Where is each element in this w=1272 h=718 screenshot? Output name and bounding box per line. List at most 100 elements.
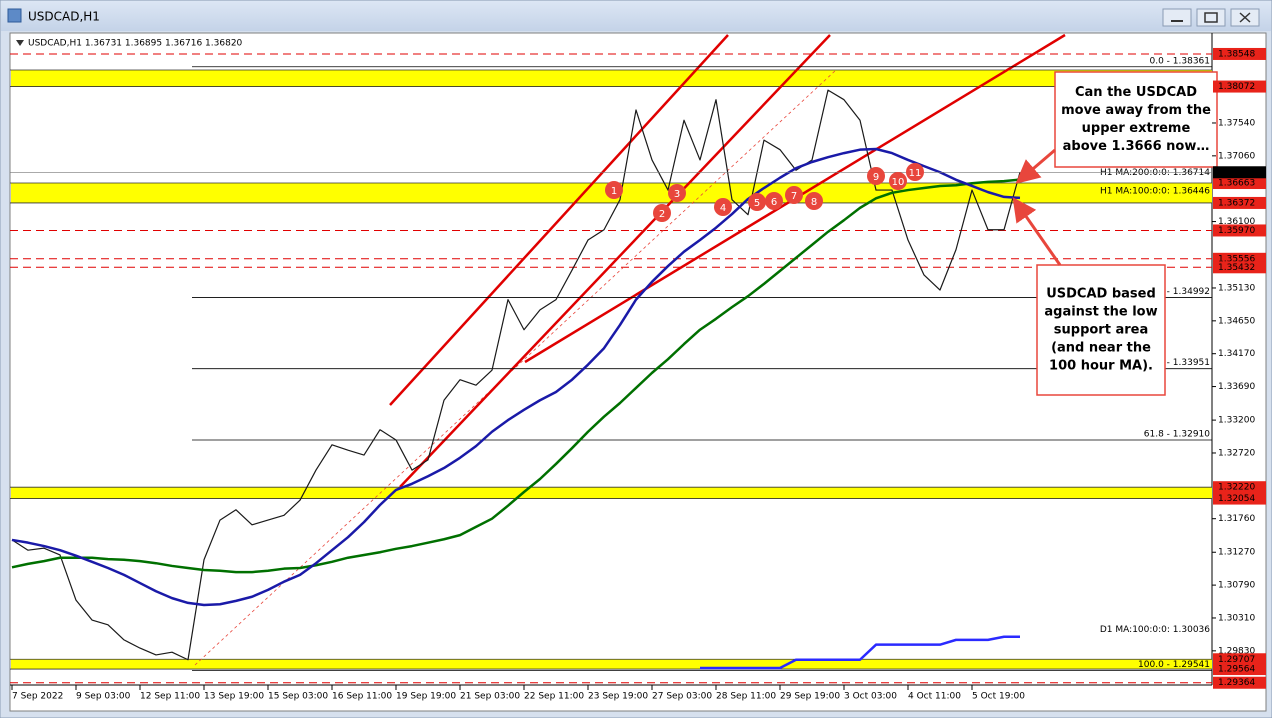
price-label-box — [1213, 676, 1266, 689]
y-tick-label: 1.35130 — [1218, 283, 1255, 293]
marker-label: 6 — [771, 197, 777, 208]
x-tick-label: 19 Sep 19:00 — [396, 692, 456, 702]
marker-label: 7 — [791, 191, 797, 202]
numbered-marker — [765, 192, 783, 210]
price-label: 1.35432 — [1218, 263, 1255, 273]
numbered-marker — [668, 184, 686, 202]
numbered-marker — [805, 192, 823, 210]
price-label-box — [1213, 653, 1266, 666]
price-label-box — [1213, 80, 1266, 93]
price-label: 1.29707 — [1218, 655, 1255, 665]
support-resistance-zone — [11, 69, 1212, 87]
marker-label: 8 — [811, 197, 817, 208]
price-label: 1.32054 — [1218, 494, 1255, 504]
price-label: 1.36663 — [1218, 179, 1255, 189]
fib-level-label: 61.8 - 1.32910 — [1144, 429, 1210, 439]
numbered-marker — [748, 193, 766, 211]
marker-label: 10 — [892, 177, 905, 188]
callout-box — [1036, 264, 1166, 396]
callout-text: move away from the — [1061, 103, 1211, 118]
x-tick-label: 5 Oct 19:00 — [972, 692, 1025, 702]
numbered-marker — [785, 186, 803, 204]
price-label: 1.36372 — [1218, 198, 1255, 208]
price-label-box — [1213, 224, 1266, 237]
price-label: 1.38548 — [1218, 49, 1255, 59]
callout-text: above 1.3666 now… — [1063, 139, 1210, 154]
x-tick-label: 9 Sep 03:00 — [76, 692, 131, 702]
y-tick-label: 1.36100 — [1218, 217, 1255, 227]
callout-arrow — [1012, 197, 1062, 266]
x-tick-label: 13 Sep 19:00 — [204, 692, 264, 702]
window-icon — [7, 8, 22, 23]
price-label-box — [1213, 177, 1266, 190]
trend-line — [389, 34, 729, 406]
current-price-box — [1213, 166, 1266, 179]
callout-text: 100 hour MA). — [1049, 359, 1153, 374]
price-line — [11, 89, 1021, 661]
x-tick-label: 4 Oct 11:00 — [908, 692, 961, 702]
y-tick-label: 1.32720 — [1218, 448, 1255, 458]
x-tick-label: 27 Sep 03:00 — [652, 692, 712, 702]
price-label: 1.35970 — [1218, 226, 1255, 236]
trend-line — [399, 34, 831, 488]
fib-level-label: 100.0 - 1.29541 — [1138, 660, 1210, 670]
callout-text: against the low — [1044, 305, 1157, 320]
x-tick-label: 3 Oct 03:00 — [844, 692, 897, 702]
fib-level-label: 0.0 - 1.38361 — [1150, 56, 1211, 66]
restore-button[interactable] — [1196, 8, 1226, 27]
price-label: 1.38072 — [1218, 82, 1255, 92]
callout-text: upper extreme — [1082, 121, 1191, 136]
info-icon — [16, 40, 24, 46]
support-resistance-zone — [11, 487, 1212, 499]
x-tick-label: 7 Sep 2022 — [12, 692, 63, 702]
numbered-marker — [889, 172, 907, 190]
callout-text: Can the USDCAD — [1075, 85, 1197, 100]
price-label-box — [1213, 663, 1266, 676]
x-tick-label: 16 Sep 11:00 — [332, 692, 392, 702]
x-tick-label: 12 Sep 11:00 — [140, 692, 200, 702]
callout-text: support area — [1054, 323, 1148, 338]
callout-text: (and near the — [1051, 341, 1151, 356]
moving-average-line — [11, 178, 1021, 574]
marker-label: 11 — [909, 168, 922, 179]
fib-level-label: 38.2 - 1.34992 — [1144, 287, 1210, 297]
callout-arrow — [1015, 148, 1056, 184]
numbered-marker — [867, 167, 885, 185]
price-label-box — [1213, 492, 1266, 505]
moving-average-line — [11, 147, 1021, 607]
x-tick-label: 28 Sep 11:00 — [716, 692, 776, 702]
price-label: 1.29364 — [1218, 678, 1255, 688]
numbered-marker — [714, 198, 732, 216]
y-tick-label: 1.34650 — [1218, 316, 1255, 326]
fib-diagonal — [194, 69, 837, 666]
marker-label: 5 — [754, 198, 760, 209]
restore-glyph — [1204, 12, 1218, 23]
price-label-box — [1213, 481, 1266, 494]
price-label-box — [1213, 261, 1266, 274]
y-tick-label: 1.37060 — [1218, 151, 1255, 161]
y-tick-label: 1.34170 — [1218, 349, 1255, 359]
price-label-box — [1213, 47, 1266, 60]
price-label: 1.29564 — [1218, 665, 1255, 675]
window-title: USDCAD,H1 — [28, 10, 100, 24]
x-tick-label: 22 Sep 11:00 — [524, 692, 584, 702]
series-label: D1 MA:100:0:0: 1.30036 — [1100, 625, 1210, 635]
moving-average-line — [700, 635, 1020, 670]
y-tick-label: 1.33200 — [1218, 416, 1255, 426]
foreground-layer: 0.0 - 1.38361 38.2 - 1.34992 50.0 - 1.3395… — [10, 47, 1266, 702]
marker-label: 3 — [674, 189, 680, 200]
title-bar — [1, 1, 1271, 31]
marker-label: 4 — [720, 203, 726, 214]
numbered-marker — [605, 181, 623, 199]
marker-label: 9 — [873, 172, 879, 183]
y-tick-label: 1.30310 — [1218, 613, 1255, 623]
minimize-button[interactable] — [1162, 8, 1192, 27]
support-resistance-zone — [11, 659, 1212, 670]
callout-box — [1054, 71, 1218, 168]
current-price-label: 1.36820 — [1218, 168, 1255, 178]
y-tick-label: 1.30790 — [1218, 581, 1255, 591]
price-label-box — [1213, 252, 1266, 265]
marker-label: 1 — [611, 186, 617, 197]
price-label: 1.35556 — [1218, 254, 1255, 264]
price-label-box — [1213, 196, 1266, 209]
